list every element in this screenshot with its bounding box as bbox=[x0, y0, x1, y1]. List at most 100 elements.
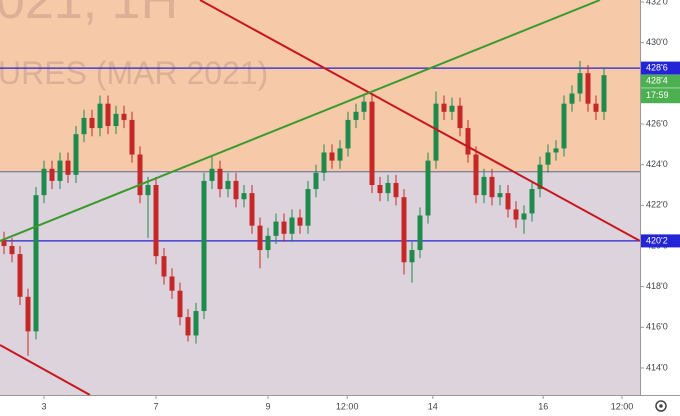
candle-body bbox=[137, 154, 143, 196]
x-tick-label: 12:00 bbox=[336, 401, 359, 411]
candle-body bbox=[329, 152, 335, 161]
price-label-box bbox=[641, 234, 680, 248]
price-label-box bbox=[641, 61, 680, 75]
candle-body bbox=[513, 209, 519, 220]
candle-body bbox=[177, 290, 183, 318]
candle-body bbox=[273, 221, 279, 236]
candle-body bbox=[241, 193, 247, 200]
candle-body bbox=[121, 113, 127, 120]
axes: 414'0416'0418'0420'0422'0424'0426'0428'0… bbox=[41, 0, 680, 411]
countdown-box bbox=[641, 88, 680, 104]
candle-body bbox=[593, 103, 599, 112]
candle-body bbox=[225, 180, 231, 190]
candle-body bbox=[521, 213, 527, 220]
candle-body bbox=[9, 245, 15, 255]
candle-body bbox=[577, 73, 583, 94]
trend-line bbox=[0, 0, 601, 242]
x-tick-label: 16 bbox=[538, 401, 548, 411]
candle-body bbox=[41, 168, 47, 196]
candle-body bbox=[321, 152, 327, 173]
candle-body bbox=[25, 296, 31, 332]
time-axis bbox=[0, 395, 680, 416]
gear[interactable] bbox=[655, 400, 667, 412]
candle-body bbox=[305, 189, 311, 226]
y-tick-label: 422'0 bbox=[646, 200, 668, 210]
candle-body bbox=[489, 176, 495, 198]
candle-body bbox=[569, 93, 575, 104]
candle-body bbox=[105, 103, 111, 127]
candle-body bbox=[385, 182, 391, 194]
candle-body bbox=[257, 225, 263, 251]
y-tick-label: 414'0 bbox=[646, 362, 668, 372]
upper-zone bbox=[0, 0, 640, 172]
candle-body bbox=[153, 184, 159, 257]
candle-body bbox=[425, 160, 431, 216]
candle-body bbox=[49, 168, 55, 181]
price-label: 428'4 bbox=[646, 76, 668, 86]
watermark: URES (MAR 2021) bbox=[0, 55, 268, 91]
candle-body bbox=[545, 152, 551, 165]
candle-body bbox=[585, 73, 591, 104]
candle-body bbox=[169, 276, 175, 291]
candle-body bbox=[353, 111, 359, 120]
candle-body bbox=[217, 168, 223, 190]
candle-body bbox=[457, 105, 463, 129]
candle-body bbox=[529, 189, 535, 214]
candle-body bbox=[249, 193, 255, 226]
candle-body bbox=[409, 250, 415, 263]
x-tick-label: 12:00 bbox=[611, 401, 634, 411]
candle-body bbox=[449, 105, 455, 112]
x-tick-label: 7 bbox=[153, 401, 158, 411]
y-tick-label: 418'0 bbox=[646, 281, 668, 291]
candle-body bbox=[369, 101, 375, 185]
y-tick-label: 416'0 bbox=[646, 322, 668, 332]
candle-body bbox=[473, 154, 479, 196]
x-tick-label: 3 bbox=[41, 401, 46, 411]
price-label: 428'6 bbox=[646, 62, 668, 72]
candle-body bbox=[393, 182, 399, 198]
price-label: 420'2 bbox=[646, 235, 668, 245]
candle-body bbox=[417, 215, 423, 251]
watermark: 021, 1H bbox=[0, 0, 178, 30]
candle-body bbox=[553, 148, 559, 153]
candle-body bbox=[65, 160, 71, 175]
candle-body bbox=[201, 180, 207, 312]
candle-body bbox=[297, 217, 303, 226]
candle-body bbox=[313, 172, 319, 190]
x-tick-label: 14 bbox=[428, 401, 438, 411]
candle-body bbox=[433, 103, 439, 161]
candle-body bbox=[289, 217, 295, 234]
candle-body bbox=[561, 103, 567, 149]
candle-body bbox=[345, 119, 351, 149]
y-tick-label: 424'0 bbox=[646, 159, 668, 169]
candle-body bbox=[337, 148, 343, 161]
candle-body bbox=[233, 180, 239, 200]
candle-body bbox=[361, 101, 367, 112]
candle-body bbox=[145, 184, 151, 196]
candle-body bbox=[193, 311, 199, 336]
candle-body bbox=[17, 254, 23, 297]
settings-icon[interactable] bbox=[655, 400, 667, 412]
candle-body bbox=[265, 235, 271, 251]
candle-body bbox=[185, 317, 191, 336]
candle-body bbox=[113, 113, 119, 127]
candle-body bbox=[73, 134, 79, 175]
trend-line bbox=[199, 0, 640, 242]
candle-body bbox=[161, 256, 167, 277]
y-tick-label: 426'0 bbox=[646, 118, 668, 128]
candle-body bbox=[441, 103, 447, 112]
candle-body bbox=[281, 221, 287, 234]
candle-body bbox=[81, 117, 87, 135]
candle-body bbox=[129, 119, 135, 155]
price-label-box bbox=[641, 74, 680, 88]
y-tick-label: 430'0 bbox=[646, 37, 668, 47]
x-tick-label: 9 bbox=[265, 401, 270, 411]
candle-body bbox=[97, 103, 103, 129]
candle-body bbox=[57, 160, 63, 181]
gear-center[interactable] bbox=[659, 404, 663, 408]
candle-body bbox=[89, 117, 95, 129]
lower-zone bbox=[0, 171, 640, 395]
candle-body bbox=[601, 75, 607, 112]
